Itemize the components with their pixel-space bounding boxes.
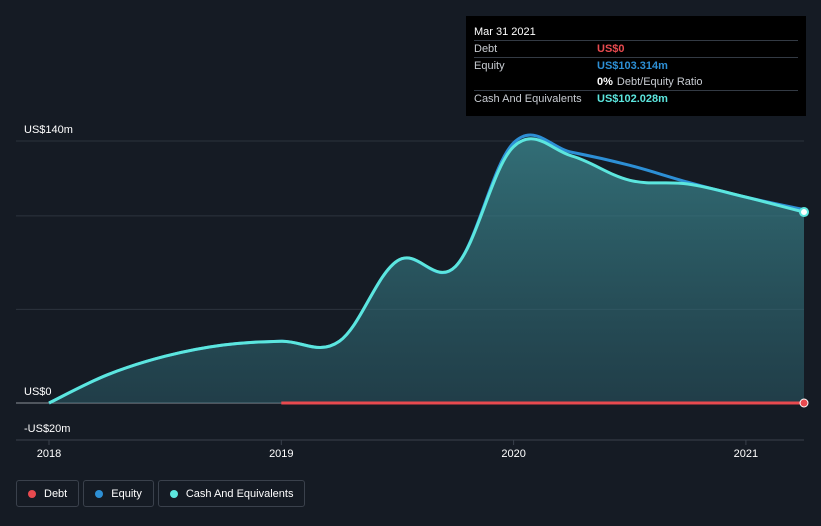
tooltip-date: Mar 31 2021 — [474, 26, 536, 38]
x-tick-label: 2018 — [37, 448, 61, 460]
cash-area — [49, 138, 804, 403]
y-max-label: US$140m — [24, 124, 73, 136]
x-axis-ticks: 2018 2019 2020 2021 — [37, 440, 758, 460]
tooltip-row-cash: Cash And Equivalents US$102.028m — [474, 90, 798, 107]
legend-item-cash[interactable]: Cash And Equivalents — [157, 480, 306, 507]
line-layer — [48, 133, 805, 405]
debt-end-marker — [799, 398, 809, 408]
marker-layer — [799, 207, 809, 408]
tooltip-ratio-value: 0% — [597, 76, 613, 88]
x-tick-label: 2021 — [734, 448, 758, 460]
y-zero-label: US$0 — [24, 386, 52, 398]
legend-equity-label: Equity — [111, 487, 142, 500]
y-min-label: -US$20m — [24, 423, 70, 435]
equity-dot-icon — [95, 489, 104, 498]
tooltip-ratio-label: Debt/Equity Ratio — [616, 76, 703, 88]
tooltip-debt-value: US$0 — [597, 43, 625, 55]
legend-debt-label: Debt — [44, 487, 68, 500]
tooltip-equity-value: US$103.314m — [597, 60, 668, 72]
tooltip-row-ratio: 0% Debt/Equity Ratio — [474, 74, 798, 90]
tooltip-cash-value: US$102.028m — [597, 93, 668, 105]
tooltip-row-equity: Equity US$103.314m — [474, 57, 798, 74]
cash-end-marker — [799, 207, 809, 218]
x-tick-label: 2020 — [501, 448, 525, 460]
tooltip-equity-label: Equity — [474, 60, 505, 72]
area-layer — [49, 138, 804, 403]
legend-item-equity[interactable]: Equity — [83, 480, 154, 507]
data-tooltip: Mar 31 2021 Debt US$0 Equity US$103.314m… — [466, 16, 806, 116]
cash-line — [48, 137, 805, 405]
legend-item-debt[interactable]: Debt — [16, 480, 80, 507]
legend: Debt Equity Cash And Equivalents — [16, 480, 306, 507]
tooltip-row-debt: Debt US$0 — [474, 40, 798, 57]
tooltip-debt-label: Debt — [474, 43, 498, 55]
cash-dot-icon — [169, 489, 178, 498]
legend-cash-label: Cash And Equivalents — [185, 487, 294, 500]
debt-dot-icon — [28, 489, 36, 498]
x-tick-label: 2019 — [269, 448, 293, 460]
tooltip-cash-label: Cash And Equivalents — [474, 93, 582, 105]
